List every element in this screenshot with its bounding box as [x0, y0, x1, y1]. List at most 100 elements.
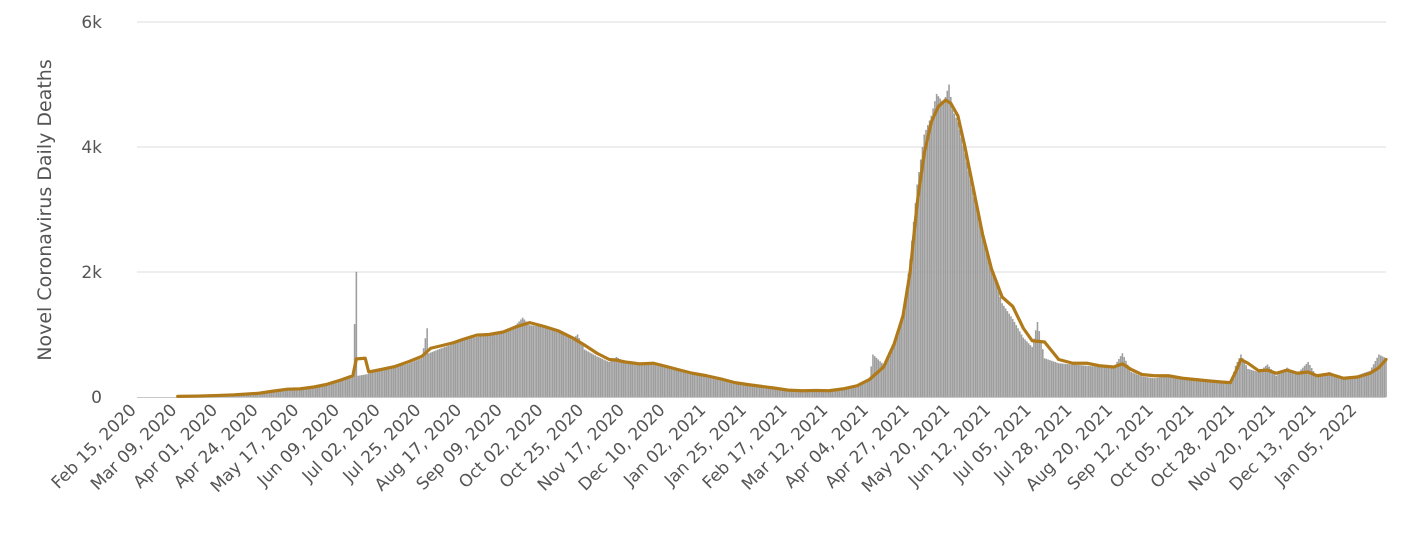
bar — [537, 326, 540, 397]
bar — [817, 390, 819, 397]
bar — [348, 377, 351, 398]
bar — [532, 325, 535, 397]
bar — [790, 390, 793, 397]
bar — [930, 115, 933, 397]
bar — [1241, 358, 1244, 397]
bar — [571, 339, 573, 397]
bar — [1328, 372, 1331, 397]
bar — [1363, 372, 1366, 398]
bar — [566, 336, 568, 397]
bar — [1066, 364, 1069, 397]
bar — [964, 153, 966, 397]
bar — [852, 386, 855, 397]
bar — [1139, 375, 1141, 397]
bar — [718, 379, 720, 397]
bar — [1263, 367, 1265, 397]
bar — [840, 389, 842, 397]
bar — [744, 384, 747, 397]
bar — [1063, 363, 1065, 397]
bar — [771, 388, 773, 397]
bar — [870, 366, 872, 398]
bar — [1100, 367, 1102, 397]
bar — [741, 384, 743, 397]
bar — [1141, 376, 1143, 398]
bar — [491, 334, 494, 397]
bar — [1110, 367, 1113, 397]
bar — [804, 391, 807, 397]
bar — [1337, 375, 1340, 397]
bar — [677, 370, 680, 397]
bar — [725, 380, 727, 397]
bar — [1010, 316, 1012, 397]
bar — [815, 390, 818, 397]
bar — [1008, 313, 1010, 397]
bar — [444, 347, 446, 397]
bar — [1151, 377, 1154, 397]
bar — [1300, 369, 1302, 397]
bar — [891, 344, 894, 397]
bar — [1149, 377, 1152, 397]
bar — [1369, 370, 1371, 397]
bar — [378, 371, 381, 397]
bar — [373, 372, 375, 397]
bar — [918, 172, 920, 397]
bar — [297, 388, 299, 397]
average-line-series — [176, 98, 1388, 398]
bar — [458, 341, 460, 397]
bar — [1325, 373, 1327, 397]
bar — [582, 345, 584, 397]
bar — [513, 326, 515, 397]
bar — [973, 197, 975, 397]
bar — [914, 203, 917, 397]
bar — [921, 147, 924, 397]
bar — [1259, 370, 1262, 397]
bar — [645, 364, 648, 397]
bar — [440, 348, 443, 397]
bar — [497, 332, 499, 397]
bar — [674, 369, 676, 397]
bar — [329, 383, 331, 397]
bar — [399, 365, 402, 397]
bar — [661, 366, 664, 397]
bar — [1234, 365, 1237, 397]
bar — [620, 360, 623, 397]
bar — [1188, 379, 1191, 397]
bar — [789, 390, 791, 397]
bar — [1098, 367, 1101, 397]
bar — [668, 367, 671, 397]
bar — [919, 159, 922, 397]
bar — [403, 364, 405, 397]
bar — [1307, 362, 1309, 397]
bar — [1162, 377, 1164, 397]
bar — [881, 362, 883, 397]
bar — [1119, 356, 1122, 398]
bar — [666, 367, 669, 397]
bar — [996, 284, 998, 397]
bar — [1358, 374, 1361, 397]
bar — [1135, 374, 1138, 397]
bar — [942, 103, 945, 397]
bar — [470, 337, 473, 397]
bar — [500, 331, 503, 397]
bar — [569, 338, 572, 397]
bar — [521, 317, 524, 398]
bar — [608, 362, 611, 397]
bar — [1353, 375, 1355, 397]
bar — [383, 369, 386, 397]
bar — [1296, 373, 1299, 397]
bar — [672, 368, 674, 398]
bar — [1250, 369, 1253, 397]
bar — [748, 385, 750, 397]
bar — [1217, 382, 1219, 397]
bar — [1130, 372, 1133, 397]
bar — [833, 390, 835, 397]
bar — [863, 381, 865, 397]
bar — [615, 357, 618, 397]
bar — [1091, 366, 1094, 397]
bar — [700, 375, 703, 397]
bar — [1004, 308, 1007, 397]
bar — [1349, 376, 1352, 397]
bar — [261, 392, 264, 397]
bar — [716, 378, 719, 397]
